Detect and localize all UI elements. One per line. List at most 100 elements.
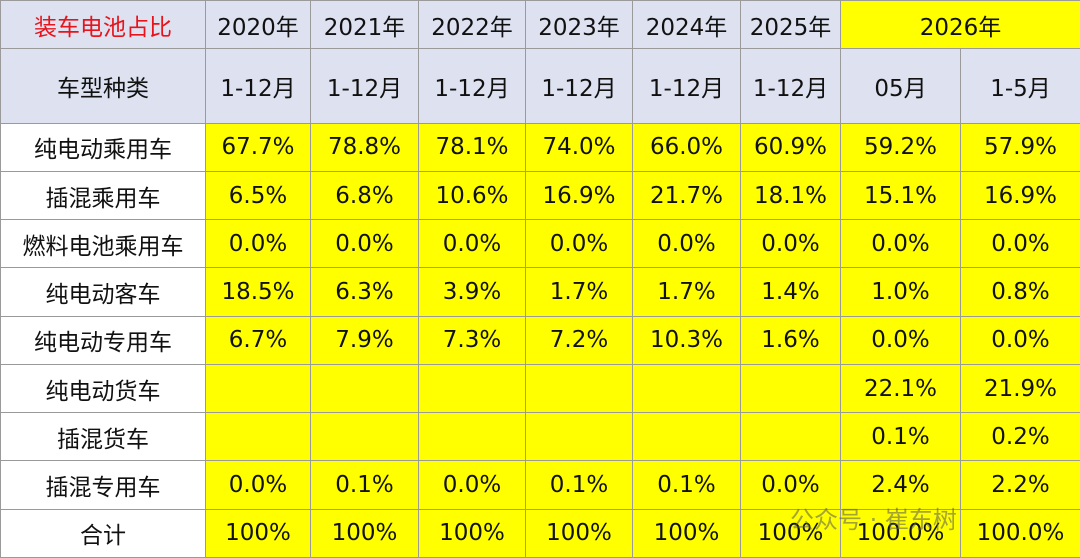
period-header: 1-12月	[205, 48, 311, 124]
share-cell: 0.1%	[525, 460, 633, 510]
empty-cell	[740, 412, 841, 462]
share-cell: 66.0%	[632, 122, 741, 172]
share-cell: 57.9%	[959, 122, 1080, 172]
share-cell: 0.0%	[740, 219, 841, 269]
share-cell: 74.0%	[525, 122, 633, 172]
year-header: 2020年	[205, 0, 311, 50]
share-cell: 1.0%	[840, 267, 961, 317]
empty-cell	[418, 412, 526, 462]
empty-cell	[205, 412, 311, 462]
year-header: 2022年	[418, 0, 526, 50]
share-cell: 0.0%	[959, 315, 1080, 365]
year-header: 2025年	[740, 0, 841, 50]
share-cell: 100.0%	[959, 508, 1080, 558]
empty-cell	[310, 412, 419, 462]
period-header: 05月	[840, 48, 961, 124]
share-cell: 0.0%	[525, 219, 633, 269]
period-header: 1-12月	[418, 48, 526, 124]
share-cell: 0.2%	[959, 412, 1080, 462]
share-cell: 1.4%	[740, 267, 841, 317]
share-cell: 100%	[205, 508, 311, 558]
share-cell: 10.3%	[632, 315, 741, 365]
vehicle-type: 插混乘用车	[0, 170, 206, 221]
share-cell: 1.6%	[740, 315, 841, 365]
share-cell: 16.9%	[525, 170, 633, 221]
empty-cell	[525, 412, 633, 462]
share-cell: 16.9%	[959, 170, 1080, 221]
period-header: 1-12月	[740, 48, 841, 124]
empty-cell	[632, 412, 741, 462]
share-cell: 0.0%	[205, 460, 311, 510]
data-row: 纯电动专用车 6.7% 7.9% 7.3% 7.2% 10.3% 1.6% 0.0% 0.0%	[0, 315, 1080, 365]
share-cell: 0.0%	[310, 219, 419, 269]
share-cell: 0.0%	[418, 219, 526, 269]
vehicle-type: 纯电动乘用车	[0, 122, 206, 172]
share-cell: 78.8%	[310, 122, 419, 172]
data-row: 合计 100% 100% 100% 100% 100% 100% 100.0% 100.0%	[0, 508, 1080, 558]
share-cell: 1.7%	[632, 267, 741, 317]
share-cell: 21.9%	[959, 363, 1080, 414]
share-cell: 2.2%	[959, 460, 1080, 510]
share-cell: 60.9%	[740, 122, 841, 172]
vehicle-type: 纯电动专用车	[0, 315, 206, 365]
period-header: 1-12月	[632, 48, 741, 124]
share-cell: 18.1%	[740, 170, 841, 221]
share-cell: 100%	[632, 508, 741, 558]
share-cell: 22.1%	[840, 363, 961, 414]
share-cell: 100%	[525, 508, 633, 558]
header-row: 车型种类 1-12月 1-12月 1-12月 1-12月 1-12月 1-12月 05月 1-5…	[0, 48, 1080, 124]
share-cell: 0.8%	[959, 267, 1080, 317]
data-row: 纯电动乘用车 67.7% 78.8% 78.1% 74.0% 66.0% 60.9% 59.2…	[0, 122, 1080, 172]
empty-cell	[632, 363, 741, 414]
year-header: 2023年	[525, 0, 633, 50]
share-cell: 2.4%	[840, 460, 961, 510]
data-row: 插混货车 0.1% 0.2%	[0, 412, 1080, 462]
period-header: 1-12月	[525, 48, 633, 124]
data-row: 纯电动货车 22.1% 21.9%	[0, 363, 1080, 414]
share-cell: 7.2%	[525, 315, 633, 365]
share-cell: 1.7%	[525, 267, 633, 317]
vehicle-type: 合计	[0, 508, 206, 558]
share-cell: 6.5%	[205, 170, 311, 221]
share-cell: 0.0%	[632, 219, 741, 269]
data-row: 插混专用车 0.0% 0.1% 0.0% 0.1% 0.1% 0.0% 2.4% 2.2%	[0, 460, 1080, 510]
share-cell: 0.1%	[840, 412, 961, 462]
vehicle-type: 燃料电池乘用车	[0, 219, 206, 269]
share-cell: 6.7%	[205, 315, 311, 365]
share-cell: 18.5%	[205, 267, 311, 317]
type-label: 车型种类	[0, 48, 206, 124]
data-row: 插混乘用车 6.5% 6.8% 10.6% 16.9% 21.7% 18.1% 15.1% 16…	[0, 170, 1080, 221]
vehicle-type: 纯电动货车	[0, 363, 206, 414]
year-header: 2026年	[839, 0, 1080, 50]
data-row: 纯电动客车 18.5% 6.3% 3.9% 1.7% 1.7% 1.4% 1.0% 0.8%	[0, 267, 1080, 317]
share-cell: 59.2%	[840, 122, 961, 172]
vehicle-type: 插混货车	[0, 412, 206, 462]
share-cell: 6.8%	[310, 170, 419, 221]
share-cell: 100%	[310, 508, 419, 558]
empty-cell	[525, 363, 633, 414]
data-row: 燃料电池乘用车 0.0% 0.0% 0.0% 0.0% 0.0% 0.0% 0.0% 0.0%	[0, 219, 1080, 269]
share-cell: 7.9%	[310, 315, 419, 365]
empty-cell	[740, 363, 841, 414]
period-header: 1-12月	[310, 48, 419, 124]
vehicle-type: 纯电动客车	[0, 267, 206, 317]
share-cell: 0.0%	[740, 460, 841, 510]
share-cell: 100%	[740, 508, 841, 558]
empty-cell	[205, 363, 311, 414]
empty-cell	[310, 363, 419, 414]
share-cell: 100.0%	[840, 508, 961, 558]
share-cell: 0.0%	[205, 219, 311, 269]
year-header: 2021年	[310, 0, 419, 50]
share-cell: 100%	[418, 508, 526, 558]
corner-title: 装车电池占比	[0, 0, 206, 50]
share-cell: 10.6%	[418, 170, 526, 221]
header-row: 装车电池占比 2020年 2021年 2022年 2023年 2024年 2025年 2026…	[0, 0, 1080, 50]
share-cell: 0.1%	[310, 460, 419, 510]
share-cell: 6.3%	[310, 267, 419, 317]
share-cell: 21.7%	[632, 170, 741, 221]
share-cell: 15.1%	[840, 170, 961, 221]
share-cell: 0.0%	[418, 460, 526, 510]
